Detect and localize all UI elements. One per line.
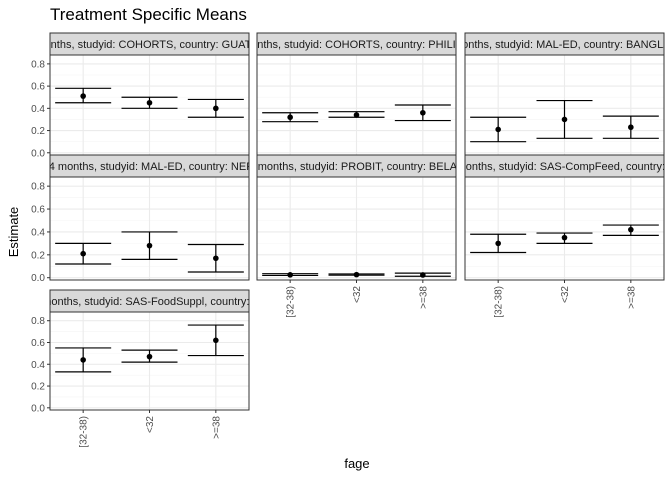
x-tick-label: [32-38) (79, 416, 90, 448)
y-axis-title: Estimate (6, 207, 21, 258)
facet-strip-label: 0-24 months, studyid: COHORTS, country: … (217, 39, 496, 51)
estimate-point (420, 272, 426, 278)
estimate-point (353, 271, 360, 278)
facet-panel: 0-24 months, studyid: MAL-ED, country: N… (31, 154, 266, 284)
estimate-point (561, 234, 568, 241)
x-tick-label: [32-38) (494, 286, 505, 318)
x-tick-label: <32 (560, 286, 571, 303)
facet-strip (464, 154, 665, 178)
estimate-point (495, 126, 501, 133)
y-tick-label: 0.4 (31, 227, 45, 238)
facet-strip-label: 0-24 months, studyid: SAS-CompFeed, coun… (432, 161, 672, 173)
facet-strip-label: 0-24 months, studyid: PROBIT, country: B… (233, 161, 481, 173)
facet-strip-label: 0-24 months, studyid: SAS-FoodSuppl, cou… (17, 296, 282, 308)
estimate-point (146, 99, 153, 106)
estimate-point (80, 93, 86, 99)
facet-panel: 0-24 months, studyid: COHORTS, country: … (217, 32, 496, 156)
x-tick-label: >=38 (626, 286, 637, 309)
facet-strip-label: 0-24 months, studyid: MAL-ED, country: B… (428, 39, 672, 51)
estimate-point (213, 105, 219, 112)
facet-panel: 0-24 months, studyid: SAS-FoodSuppl, cou… (17, 289, 282, 448)
y-tick-label: 0.2 (31, 250, 45, 261)
x-tick-label: [32-38) (286, 286, 297, 318)
estimate-point (213, 337, 219, 344)
estimate-point (287, 272, 293, 278)
x-tick-label: >=38 (211, 416, 222, 439)
x-tick-label: >=38 (418, 286, 429, 309)
facet-strip (256, 32, 457, 56)
facet-strip (256, 154, 457, 178)
x-tick-label: <32 (145, 416, 156, 433)
y-tick-label: 0.8 (31, 182, 45, 193)
facet-strip (464, 32, 665, 56)
y-tick-label: 0.6 (31, 82, 45, 93)
estimate-point (420, 109, 426, 116)
estimate-point (628, 124, 634, 131)
estimate-point (146, 242, 153, 249)
facet-strip-label: 0-24 months, studyid: COHORTS, country: … (10, 39, 289, 51)
panel-grid: 0-24 months, studyid: COHORTS, country: … (10, 32, 672, 448)
facet-strip (49, 289, 250, 313)
y-tick-label: 0.8 (31, 316, 45, 327)
estimate-point (146, 353, 153, 360)
y-tick-label: 0.0 (31, 148, 45, 159)
estimate-point (353, 112, 360, 118)
y-tick-label: 0.8 (31, 59, 45, 70)
y-tick-label: 0.2 (31, 126, 45, 137)
facet-panel: 0-24 months, studyid: SAS-CompFeed, coun… (432, 154, 672, 318)
estimate-point (561, 116, 568, 123)
facet-strip (49, 154, 250, 178)
facet-strip (49, 32, 250, 56)
y-tick-label: 0.4 (31, 104, 45, 115)
y-tick-label: 0.2 (31, 382, 45, 393)
estimate-point (213, 255, 219, 262)
estimate-point (495, 240, 501, 247)
y-tick-label: 0.0 (31, 403, 45, 414)
facet-strip-label: 0-24 months, studyid: MAL-ED, country: N… (33, 161, 266, 173)
estimate-point (287, 114, 293, 121)
estimate-point (80, 357, 86, 363)
facet-panel: 0-24 months, studyid: PROBIT, country: B… (233, 154, 481, 318)
x-axis-title: fage (344, 456, 369, 471)
facet-panel: 0-24 months, studyid: COHORTS, country: … (10, 32, 289, 159)
x-tick-label: <32 (352, 286, 363, 303)
y-tick-label: 0.6 (31, 338, 45, 349)
y-tick-label: 0.4 (31, 360, 45, 371)
estimate-point (80, 250, 86, 257)
y-tick-label: 0.0 (31, 273, 45, 284)
facet-panel: 0-24 months, studyid: MAL-ED, country: B… (428, 32, 672, 156)
y-tick-label: 0.6 (31, 205, 45, 216)
chart-title: Treatment Specific Means (50, 5, 247, 24)
estimate-point (628, 226, 634, 233)
